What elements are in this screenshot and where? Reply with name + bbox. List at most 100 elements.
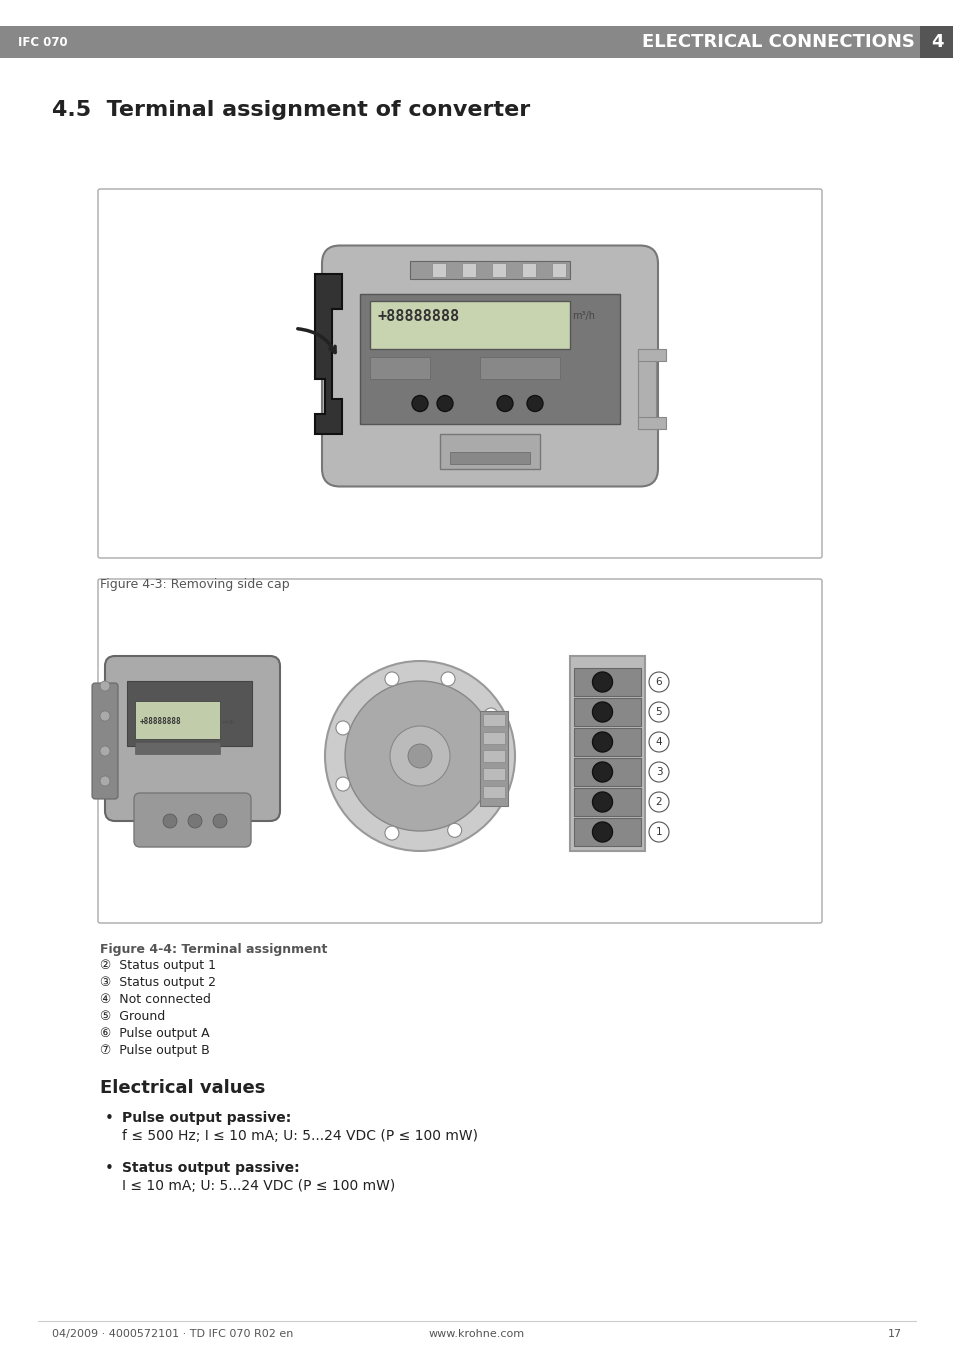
Circle shape xyxy=(345,681,495,831)
Text: •: • xyxy=(105,1161,113,1175)
Bar xyxy=(638,416,665,428)
Bar xyxy=(482,786,504,798)
Circle shape xyxy=(188,815,202,828)
Bar xyxy=(135,701,220,739)
FancyBboxPatch shape xyxy=(91,684,118,798)
Circle shape xyxy=(648,762,668,782)
Circle shape xyxy=(648,821,668,842)
Bar xyxy=(370,300,569,349)
Text: f ≤ 500 Hz; I ≤ 10 mA; U: 5...24 VDC (P ≤ 100 mW): f ≤ 500 Hz; I ≤ 10 mA; U: 5...24 VDC (P … xyxy=(122,1129,477,1143)
Text: 4.5  Terminal assignment of converter: 4.5 Terminal assignment of converter xyxy=(52,100,530,120)
Bar xyxy=(461,262,476,277)
Bar xyxy=(450,451,530,463)
Circle shape xyxy=(390,725,450,786)
Bar xyxy=(574,788,640,816)
Bar xyxy=(574,667,640,696)
Bar xyxy=(552,262,565,277)
Text: ②  Status output 1: ② Status output 1 xyxy=(100,959,215,971)
FancyBboxPatch shape xyxy=(105,657,280,821)
Bar xyxy=(127,681,252,746)
Circle shape xyxy=(483,790,497,804)
Text: ⑥  Pulse output A: ⑥ Pulse output A xyxy=(100,1027,210,1040)
Circle shape xyxy=(592,732,612,753)
Text: IFC 070: IFC 070 xyxy=(18,35,68,49)
Circle shape xyxy=(592,821,612,842)
Text: +88888888: +88888888 xyxy=(140,717,181,727)
Circle shape xyxy=(497,396,513,412)
Text: ⑤  Ground: ⑤ Ground xyxy=(100,1011,165,1023)
Text: 4: 4 xyxy=(930,32,943,51)
Text: +88888888: +88888888 xyxy=(377,309,459,324)
Circle shape xyxy=(592,792,612,812)
Text: 04/2009 · 4000572101 · TD IFC 070 R02 en: 04/2009 · 4000572101 · TD IFC 070 R02 en xyxy=(52,1329,294,1339)
Circle shape xyxy=(436,396,453,412)
Bar xyxy=(482,732,504,744)
Bar xyxy=(479,711,507,807)
Circle shape xyxy=(592,703,612,721)
Circle shape xyxy=(447,823,461,838)
Circle shape xyxy=(100,746,110,757)
Bar xyxy=(574,758,640,786)
Circle shape xyxy=(648,732,668,753)
Text: 2: 2 xyxy=(655,797,661,807)
Bar xyxy=(638,349,656,428)
Text: 4: 4 xyxy=(655,738,661,747)
Polygon shape xyxy=(314,273,341,434)
Bar xyxy=(432,262,446,277)
Bar xyxy=(574,698,640,725)
Text: www.krohne.com: www.krohne.com xyxy=(429,1329,524,1339)
Bar xyxy=(0,26,953,58)
FancyBboxPatch shape xyxy=(322,246,658,486)
Text: 5: 5 xyxy=(655,707,661,717)
FancyBboxPatch shape xyxy=(98,189,821,558)
Bar xyxy=(492,262,505,277)
Text: m³/h: m³/h xyxy=(223,720,234,724)
Text: 1: 1 xyxy=(655,827,661,838)
Text: m³/h: m³/h xyxy=(572,312,595,322)
Text: 17: 17 xyxy=(887,1329,901,1339)
Bar xyxy=(359,293,619,423)
Text: •: • xyxy=(105,1111,113,1125)
Bar xyxy=(574,728,640,757)
Bar xyxy=(569,657,644,851)
Circle shape xyxy=(325,661,515,851)
Bar xyxy=(638,349,665,361)
Bar xyxy=(439,434,539,469)
Circle shape xyxy=(385,671,398,686)
Circle shape xyxy=(335,777,350,792)
Circle shape xyxy=(483,708,497,721)
Bar xyxy=(919,26,953,58)
Text: 6: 6 xyxy=(655,677,661,688)
FancyBboxPatch shape xyxy=(98,580,821,923)
Text: ⑦  Pulse output B: ⑦ Pulse output B xyxy=(100,1044,210,1056)
Circle shape xyxy=(648,671,668,692)
Text: I ≤ 10 mA; U: 5...24 VDC (P ≤ 100 mW): I ≤ 10 mA; U: 5...24 VDC (P ≤ 100 mW) xyxy=(122,1179,395,1193)
Text: Status output passive:: Status output passive: xyxy=(122,1161,299,1175)
Circle shape xyxy=(100,711,110,721)
Circle shape xyxy=(648,703,668,721)
Circle shape xyxy=(213,815,227,828)
FancyBboxPatch shape xyxy=(133,793,251,847)
Circle shape xyxy=(592,762,612,782)
Circle shape xyxy=(526,396,542,412)
Bar xyxy=(135,742,220,754)
Circle shape xyxy=(163,815,177,828)
Text: Figure 4-3: Removing side cap: Figure 4-3: Removing side cap xyxy=(100,578,290,590)
Bar xyxy=(410,261,569,278)
Bar xyxy=(521,262,536,277)
Circle shape xyxy=(440,671,455,686)
Text: ④  Not connected: ④ Not connected xyxy=(100,993,211,1006)
Bar xyxy=(370,357,430,378)
Bar xyxy=(574,817,640,846)
Circle shape xyxy=(100,681,110,690)
Bar xyxy=(482,767,504,780)
Text: ③  Status output 2: ③ Status output 2 xyxy=(100,975,215,989)
Text: ELECTRICAL CONNECTIONS: ELECTRICAL CONNECTIONS xyxy=(641,32,914,51)
Circle shape xyxy=(412,396,428,412)
Circle shape xyxy=(385,825,398,840)
Circle shape xyxy=(648,792,668,812)
Text: Pulse output passive:: Pulse output passive: xyxy=(122,1111,291,1125)
Text: Figure 4-4: Terminal assignment: Figure 4-4: Terminal assignment xyxy=(100,943,327,957)
Bar xyxy=(482,750,504,762)
Bar xyxy=(482,713,504,725)
